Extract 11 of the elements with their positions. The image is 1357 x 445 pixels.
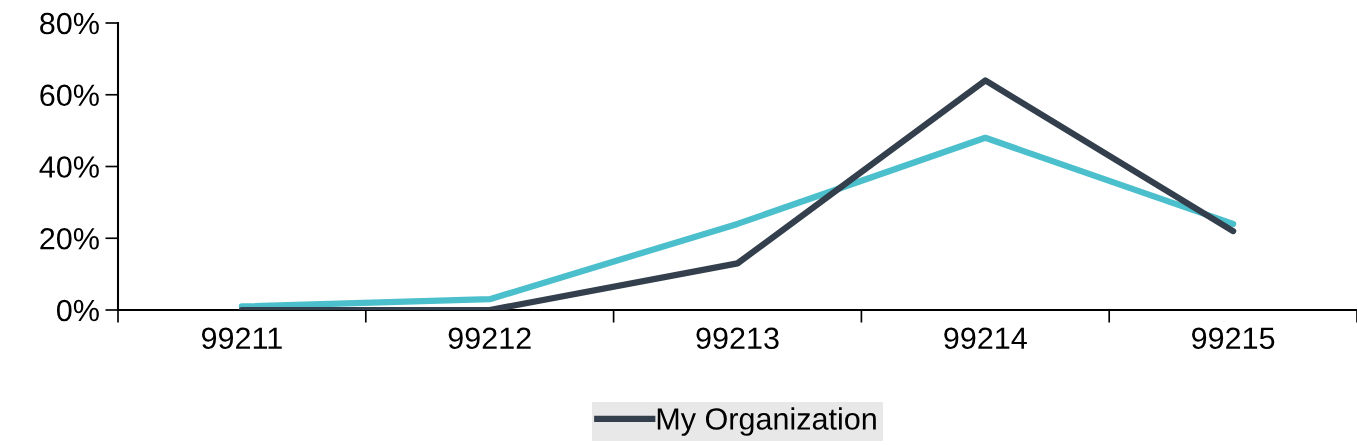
- y-tick-label: 80%: [40, 12, 99, 35]
- x-tick-label: 99211: [201, 327, 282, 350]
- x-tick-label: 99212: [448, 327, 531, 350]
- x-tick-label: 99213: [696, 327, 779, 350]
- x-tick-label: 99214: [944, 327, 1027, 350]
- y-tick-label: 60%: [40, 84, 99, 107]
- y-tick-label: 20%: [40, 227, 99, 250]
- legend-label: My Organization: [657, 407, 876, 436]
- x-tick-label: 99215: [1192, 327, 1275, 350]
- y-tick-label: 0%: [56, 299, 99, 322]
- y-tick-label: 40%: [39, 156, 99, 178]
